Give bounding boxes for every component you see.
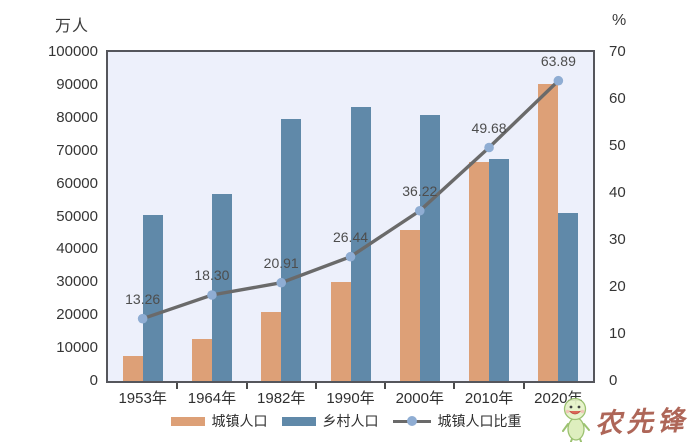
watermark-text: 农先锋 — [594, 404, 689, 440]
bar-rural-population — [419, 115, 440, 381]
rural-bar-swatch-icon — [281, 416, 316, 426]
urban-ratio-line — [137, 75, 564, 324]
ratio-point-marker — [553, 75, 564, 86]
y-axis-label-right: 40 — [609, 184, 626, 201]
ratio-point-label: 26.44 — [332, 228, 369, 245]
y-axis-label-left: 20000 — [56, 306, 98, 324]
ratio-point-label: 49.68 — [471, 119, 507, 136]
y-axis-label-right: 30 — [609, 231, 626, 248]
x-axis-label: 1982年 — [257, 390, 306, 407]
x-axis-tick — [522, 383, 525, 389]
bar-rural-population — [489, 159, 510, 381]
y-axis-label-right: 10 — [609, 325, 626, 342]
urban-bar-swatch-icon — [170, 416, 205, 426]
line-swatch-marker — [406, 416, 417, 426]
bar-urban-population — [469, 162, 490, 381]
x-axis-label: 1990年 — [326, 390, 375, 407]
y-axis-label-left: 60000 — [56, 174, 98, 192]
ratio-point-marker — [414, 205, 425, 216]
y-axis-label-left: 100000 — [47, 43, 98, 60]
y-axis-label-right: 70 — [609, 43, 626, 60]
x-axis-label: 2000年 — [395, 390, 444, 407]
x-axis-label: 1964年 — [187, 390, 237, 407]
ratio-line-swatch-icon — [392, 416, 431, 426]
x-axis-label: 2010年 — [464, 390, 514, 407]
bar-urban-population — [122, 355, 143, 381]
ratio-point-marker — [345, 251, 356, 262]
legend-item-ratio: 城镇人口比重 — [392, 411, 522, 431]
bar-rural-population — [142, 214, 163, 381]
y-axis-label-left: 80000 — [56, 108, 98, 126]
ratio-point-marker — [207, 290, 217, 300]
x-axis-tick — [245, 383, 248, 389]
y-axis-label-left: 50000 — [56, 207, 98, 225]
x-axis-tick — [384, 383, 387, 389]
ratio-point-label: 63.89 — [540, 52, 576, 69]
watermark: 农先锋 — [559, 396, 689, 442]
ratio-point-marker — [484, 142, 494, 153]
chart-legend: 城镇人口 乡村人口 城镇人口比重 — [0, 411, 692, 431]
ratio-point-label: 13.26 — [125, 290, 161, 307]
y-axis-label-left: 30000 — [56, 273, 98, 291]
y-axis-label-right: 60 — [609, 90, 626, 107]
legend-label-ratio: 城镇人口比重 — [437, 413, 522, 429]
legend-item-urban: 城镇人口 — [170, 411, 268, 431]
y-axis-label-left: 90000 — [56, 75, 98, 93]
y-axis-label-left: 0 — [89, 372, 98, 389]
right-axis-unit: % — [612, 12, 628, 29]
y-axis-label-left: 40000 — [56, 240, 98, 258]
ratio-point-label: 20.91 — [263, 254, 299, 271]
y-axis-label-right: 20 — [609, 278, 626, 295]
bar-urban-population — [191, 339, 212, 381]
bar-urban-population — [538, 84, 559, 381]
y-axis-label-left: 70000 — [56, 141, 98, 159]
ratio-point-marker — [137, 313, 148, 324]
legend-item-rural: 乡村人口 — [281, 411, 379, 431]
x-axis-tick — [176, 383, 179, 389]
legend-label-urban: 城镇人口 — [211, 413, 268, 429]
bar-rural-population — [211, 194, 232, 381]
x-axis-tick — [314, 383, 317, 389]
ratio-point-marker — [276, 277, 287, 288]
bar-urban-population — [261, 311, 282, 381]
y-axis-label-right: 50 — [609, 137, 626, 154]
y-axis-label-left: 10000 — [56, 339, 98, 357]
bar-urban-population — [330, 282, 351, 381]
bar-rural-population — [558, 213, 579, 381]
legend-label-rural: 乡村人口 — [322, 413, 379, 429]
left-axis-unit: 万人 — [55, 18, 90, 35]
y-axis-label-right: 0 — [609, 372, 618, 389]
ratio-point-label: 18.30 — [194, 266, 230, 283]
ratio-point-label: 36.22 — [402, 182, 438, 199]
mascot-icon — [562, 397, 590, 442]
bar-rural-population — [350, 106, 371, 381]
bar-rural-population — [281, 118, 302, 381]
x-axis-label: 1953年 — [118, 390, 167, 407]
bar-urban-population — [399, 229, 420, 381]
x-axis-tick — [453, 383, 456, 389]
